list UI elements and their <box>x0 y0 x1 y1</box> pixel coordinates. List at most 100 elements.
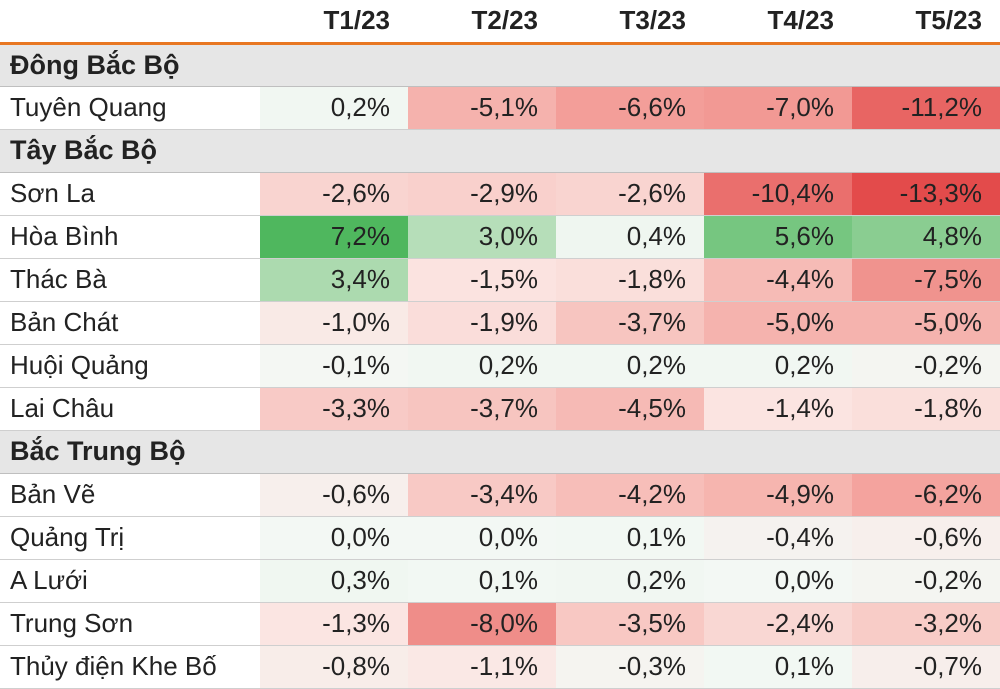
cell-value: 3,4% <box>260 258 408 301</box>
cell-value: -7,0% <box>704 86 852 129</box>
row-name: Quảng Trị <box>0 516 260 559</box>
cell-value: -0,2% <box>852 344 1000 387</box>
table-row: Thủy điện Khe Bố-0,8%-1,1%-0,3%0,1%-0,7% <box>0 645 1000 688</box>
cell-value: -3,2% <box>852 602 1000 645</box>
cell-value: -1,5% <box>408 258 556 301</box>
group-label: Tây Bắc Bộ <box>0 129 1000 172</box>
cell-value: -2,9% <box>408 172 556 215</box>
table-row: A Lưới0,3%0,1%0,2%0,0%-0,2% <box>0 559 1000 602</box>
cell-value: -13,3% <box>852 172 1000 215</box>
cell-value: -4,2% <box>556 473 704 516</box>
table-row: Bản Vẽ-0,6%-3,4%-4,2%-4,9%-6,2% <box>0 473 1000 516</box>
cell-value: -1,0% <box>260 301 408 344</box>
group-row: Đông Bắc Bộ <box>0 43 1000 86</box>
cell-value: 0,3% <box>260 559 408 602</box>
cell-value: -0,2% <box>852 559 1000 602</box>
cell-value: 0,4% <box>556 215 704 258</box>
cell-value: -5,1% <box>408 86 556 129</box>
cell-value: 0,2% <box>408 344 556 387</box>
heatmap-table: T1/23T2/23T3/23T4/23T5/23 Đông Bắc BộTuy… <box>0 0 1000 689</box>
cell-value: 0,1% <box>704 645 852 688</box>
cell-value: 0,2% <box>260 86 408 129</box>
group-label: Bắc Trung Bộ <box>0 430 1000 473</box>
cell-value: -8,0% <box>408 602 556 645</box>
table-body: Đông Bắc BộTuyên Quang0,2%-5,1%-6,6%-7,0… <box>0 43 1000 688</box>
row-name: Trung Sơn <box>0 602 260 645</box>
cell-value: -3,5% <box>556 602 704 645</box>
table-row: Tuyên Quang0,2%-5,1%-6,6%-7,0%-11,2% <box>0 86 1000 129</box>
col-header-T3-23: T3/23 <box>556 0 704 43</box>
cell-value: 0,0% <box>704 559 852 602</box>
cell-value: 4,8% <box>852 215 1000 258</box>
cell-value: -3,4% <box>408 473 556 516</box>
table-header: T1/23T2/23T3/23T4/23T5/23 <box>0 0 1000 43</box>
cell-value: -3,7% <box>408 387 556 430</box>
row-name: Lai Châu <box>0 387 260 430</box>
cell-value: -0,7% <box>852 645 1000 688</box>
cell-value: -1,1% <box>408 645 556 688</box>
group-row: Bắc Trung Bộ <box>0 430 1000 473</box>
table-row: Quảng Trị0,0%0,0%0,1%-0,4%-0,6% <box>0 516 1000 559</box>
col-header-name <box>0 0 260 43</box>
cell-value: -1,8% <box>556 258 704 301</box>
cell-value: -3,7% <box>556 301 704 344</box>
col-header-T2-23: T2/23 <box>408 0 556 43</box>
cell-value: 7,2% <box>260 215 408 258</box>
row-name: Thủy điện Khe Bố <box>0 645 260 688</box>
cell-value: 0,2% <box>704 344 852 387</box>
cell-value: -1,3% <box>260 602 408 645</box>
col-header-T4-23: T4/23 <box>704 0 852 43</box>
row-name: Thác Bà <box>0 258 260 301</box>
cell-value: -0,1% <box>260 344 408 387</box>
cell-value: -4,5% <box>556 387 704 430</box>
cell-value: -0,4% <box>704 516 852 559</box>
cell-value: -1,8% <box>852 387 1000 430</box>
cell-value: -4,4% <box>704 258 852 301</box>
col-header-T5-23: T5/23 <box>852 0 1000 43</box>
cell-value: -1,4% <box>704 387 852 430</box>
cell-value: -10,4% <box>704 172 852 215</box>
cell-value: 3,0% <box>408 215 556 258</box>
row-name: Bản Vẽ <box>0 473 260 516</box>
table-row: Bản Chát-1,0%-1,9%-3,7%-5,0%-5,0% <box>0 301 1000 344</box>
table-container: T1/23T2/23T3/23T4/23T5/23 Đông Bắc BộTuy… <box>0 0 1000 671</box>
cell-value: -2,4% <box>704 602 852 645</box>
row-name: A Lưới <box>0 559 260 602</box>
table-row: Trung Sơn-1,3%-8,0%-3,5%-2,4%-3,2% <box>0 602 1000 645</box>
cell-value: -0,8% <box>260 645 408 688</box>
cell-value: -2,6% <box>556 172 704 215</box>
cell-value: -1,9% <box>408 301 556 344</box>
row-name: Hòa Bình <box>0 215 260 258</box>
table-row: Hòa Bình7,2%3,0%0,4%5,6%4,8% <box>0 215 1000 258</box>
cell-value: -6,6% <box>556 86 704 129</box>
table-row: Thác Bà3,4%-1,5%-1,8%-4,4%-7,5% <box>0 258 1000 301</box>
cell-value: -0,6% <box>260 473 408 516</box>
cell-value: 0,2% <box>556 559 704 602</box>
cell-value: -11,2% <box>852 86 1000 129</box>
row-name: Tuyên Quang <box>0 86 260 129</box>
group-row: Tây Bắc Bộ <box>0 129 1000 172</box>
group-label: Đông Bắc Bộ <box>0 43 1000 86</box>
table-row: Lai Châu-3,3%-3,7%-4,5%-1,4%-1,8% <box>0 387 1000 430</box>
cell-value: -0,6% <box>852 516 1000 559</box>
cell-value: -0,3% <box>556 645 704 688</box>
cell-value: 0,0% <box>408 516 556 559</box>
cell-value: 5,6% <box>704 215 852 258</box>
table-row: Sơn La-2,6%-2,9%-2,6%-10,4%-13,3% <box>0 172 1000 215</box>
cell-value: -5,0% <box>852 301 1000 344</box>
row-name: Huội Quảng <box>0 344 260 387</box>
cell-value: 0,0% <box>260 516 408 559</box>
cell-value: -6,2% <box>852 473 1000 516</box>
cell-value: -3,3% <box>260 387 408 430</box>
col-header-T1-23: T1/23 <box>260 0 408 43</box>
row-name: Sơn La <box>0 172 260 215</box>
cell-value: -7,5% <box>852 258 1000 301</box>
cell-value: 0,1% <box>408 559 556 602</box>
row-name: Bản Chát <box>0 301 260 344</box>
cell-value: -2,6% <box>260 172 408 215</box>
table-row: Huội Quảng-0,1%0,2%0,2%0,2%-0,2% <box>0 344 1000 387</box>
cell-value: 0,1% <box>556 516 704 559</box>
cell-value: -4,9% <box>704 473 852 516</box>
cell-value: -5,0% <box>704 301 852 344</box>
cell-value: 0,2% <box>556 344 704 387</box>
